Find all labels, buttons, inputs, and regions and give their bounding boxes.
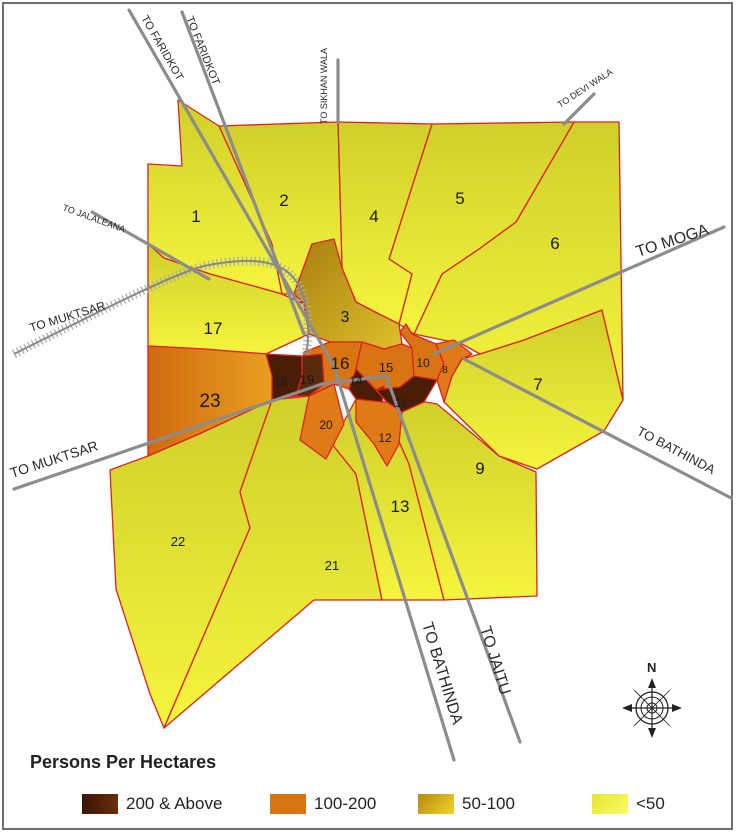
legend-item-50-100: 50-100 xyxy=(418,794,515,814)
ward-label-1: 1 xyxy=(191,207,200,226)
ward-label-19: 19 xyxy=(300,372,314,387)
legend-swatch-50 xyxy=(418,794,454,814)
legend-label-50: 50-100 xyxy=(462,794,515,813)
road-to-jaitu xyxy=(384,374,522,744)
legend-swatch-lt50 xyxy=(592,794,628,814)
road-to-muktsar-lower xyxy=(12,382,324,491)
ward-label-12: 12 xyxy=(378,431,392,445)
road-to-bathinda-east xyxy=(462,357,733,501)
road-label-to-jalaleana: TO JALALEANA xyxy=(61,202,126,234)
road-center-link xyxy=(320,374,388,386)
ward-label-16: 16 xyxy=(331,354,350,373)
ward-label-14: 14 xyxy=(349,374,363,388)
legend-swatch-100 xyxy=(270,794,306,814)
ward-label-5: 5 xyxy=(455,189,464,208)
legend-title: Persons Per Hectares xyxy=(30,752,217,772)
legend-item-lt50: <50 xyxy=(592,794,665,814)
ward-label-15: 15 xyxy=(379,360,393,375)
road-to-jalaleana xyxy=(90,210,211,281)
legend-item-200-above: 200 & Above xyxy=(82,794,222,814)
legend-item-100-200: 100-200 xyxy=(270,794,376,814)
road-label-to-moga: TO MOGA xyxy=(634,221,711,261)
road-label-to-bathinda-south: TO BATHINDA xyxy=(418,620,465,727)
road-label-to-faridkot-1: TO FARIDKOT xyxy=(138,14,185,84)
ward-label-4: 4 xyxy=(369,207,378,226)
ward-label-11: 11 xyxy=(395,396,408,410)
ward-label-17: 17 xyxy=(204,319,223,338)
ward-label-18: 18 xyxy=(274,375,288,389)
ward-label-22: 22 xyxy=(171,534,185,549)
road-to-faridkot-2 xyxy=(180,10,306,336)
ward-label-2: 2 xyxy=(279,191,288,210)
north-label: N xyxy=(647,660,656,675)
legend-label-200: 200 & Above xyxy=(126,794,223,813)
ward-label-7: 7 xyxy=(533,375,542,394)
road-label-to-sikhan-wala: TO SIKHAN WALA xyxy=(319,48,329,124)
ward-label-23: 23 xyxy=(199,391,220,412)
ward-label-8: 8 xyxy=(442,365,448,376)
road-label-to-faridkot-2: TO FARIDKOT xyxy=(183,15,222,88)
ward-label-20: 20 xyxy=(319,418,333,432)
road-label-to-jaitu: TO JAITU xyxy=(476,624,513,697)
ward-label-3: 3 xyxy=(341,309,350,326)
ward-label-6: 6 xyxy=(550,234,559,253)
road-to-devi-wala xyxy=(562,92,596,126)
legend-label-lt50: <50 xyxy=(636,794,665,813)
ward-label-13: 13 xyxy=(391,497,410,516)
ward-11 xyxy=(375,375,438,413)
north-arrow: N xyxy=(622,660,682,738)
legend-swatch-200 xyxy=(82,794,118,814)
legend-label-100: 100-200 xyxy=(314,794,377,813)
ward-label-9: 9 xyxy=(475,459,484,478)
ward-label-21: 21 xyxy=(325,558,339,573)
ward-8 xyxy=(435,339,473,403)
ward-label-10: 10 xyxy=(416,356,430,370)
road-to-bathinda-south xyxy=(332,364,456,762)
road-to-moga xyxy=(432,225,726,356)
railway-line xyxy=(11,256,313,359)
ward-14 xyxy=(348,368,385,403)
road-to-faridkot-1 xyxy=(127,8,336,368)
